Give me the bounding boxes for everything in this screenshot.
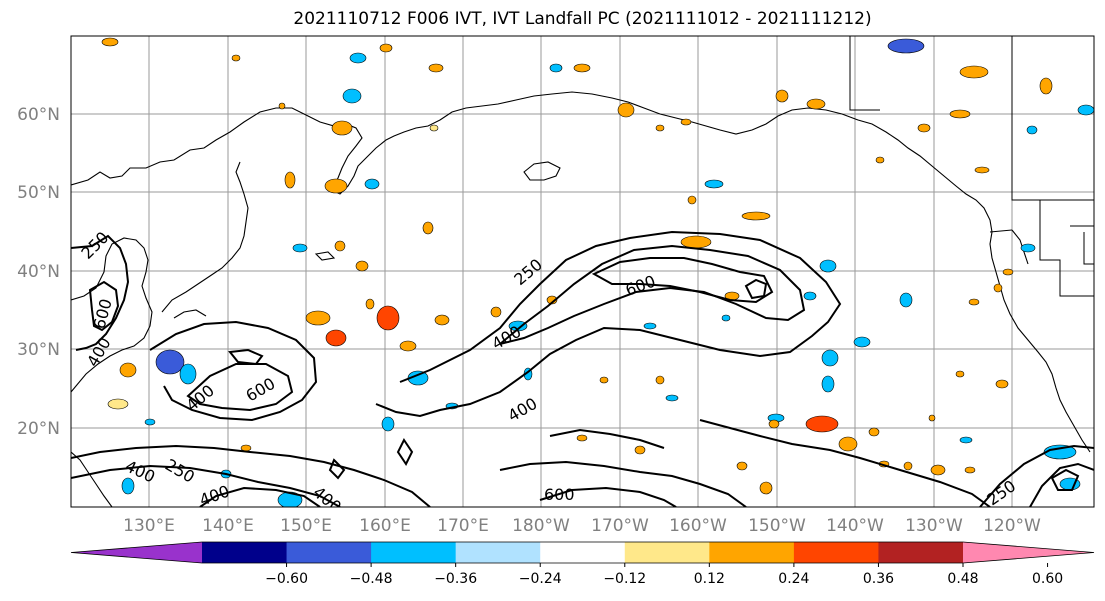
lon-label: 170°W (591, 516, 649, 536)
latitude-labels: 60°N 50°N 40°N 30°N 20°N (17, 105, 60, 439)
colorbar-segment (286, 542, 372, 563)
lat-label: 20°N (17, 419, 60, 439)
lon-label: 120°W (983, 516, 1041, 536)
lon-label: 170°E (437, 516, 489, 536)
colorbar: −0.60 −0.48 −0.36 −0.24 −0.12 0.12 0.24 0.36 0.4… (70, 541, 1095, 587)
colorbar-extend-low (71, 542, 202, 563)
shaded-features (101, 37, 1094, 507)
colorbar-segment (455, 542, 541, 563)
map-frame (70, 35, 1095, 508)
colorbar-tick-label: 0.48 (947, 571, 978, 587)
colorbar-tick-label: −0.12 (603, 571, 646, 587)
colorbar-segment (202, 542, 288, 563)
colorbar-segment (540, 542, 626, 563)
lon-label: 150°W (748, 516, 806, 536)
lon-label: 140°W (826, 516, 884, 536)
colorbar-tick-label: −0.48 (350, 571, 393, 587)
lat-label: 60°N (17, 105, 60, 125)
map-panel: 250 600 400 400 600 250 400 400 600 250 … (71, 36, 1094, 507)
colorbar-extend-high (963, 542, 1094, 563)
colorbar-tick-label: 0.12 (694, 571, 725, 587)
colorbar-outline (70, 541, 1095, 564)
map-title: 2021110712 F006 IVT, IVT Landfall PC (20… (293, 9, 872, 29)
colorbar-tick-label: −0.36 (434, 571, 477, 587)
colorbar-segment (793, 542, 879, 563)
colorbar-segment (709, 542, 795, 563)
colorbar-segment (878, 542, 964, 563)
colorbar-tick-label: 0.36 (863, 571, 894, 587)
contour-label: 600 (544, 485, 575, 504)
lon-label: 130°W (905, 516, 963, 536)
colorbar-tick-label: −0.24 (519, 571, 562, 587)
colorbar-tick-label: 0.60 (1032, 571, 1063, 587)
ivt-contours (71, 230, 1094, 507)
lat-label: 40°N (17, 262, 60, 282)
lon-label: 130°E (123, 516, 175, 536)
lon-label: 160°W (669, 516, 727, 536)
colorbar-segment (624, 542, 710, 563)
lat-label: 50°N (17, 183, 60, 203)
lat-label: 30°N (17, 340, 60, 360)
colorbar-segment (371, 542, 457, 563)
lon-label: 140°E (202, 516, 254, 536)
lon-label: 160°E (359, 516, 411, 536)
lon-label: 180°W (512, 516, 570, 536)
borders (849, 36, 1094, 297)
colorbar-tick-label: −0.60 (265, 571, 308, 587)
longitude-labels: 130°E 140°E 150°E 160°E 170°E 180°W 170°… (123, 516, 1041, 536)
coastlines (71, 91, 1091, 507)
colorbar-tick-label: 0.24 (778, 571, 809, 587)
lon-label: 150°E (280, 516, 332, 536)
